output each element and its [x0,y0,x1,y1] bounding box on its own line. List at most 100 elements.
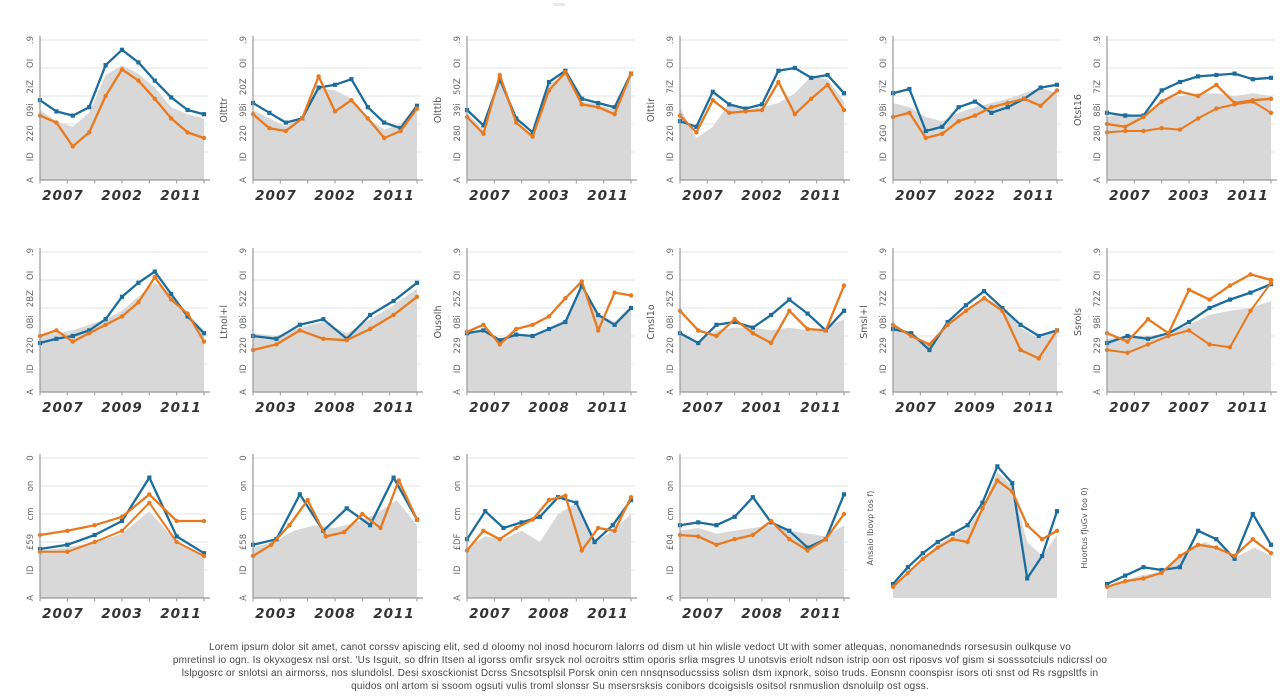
blue-marker [965,523,970,528]
orange-marker [1141,576,1146,581]
blue-marker [980,500,985,505]
orange-marker [1248,308,1253,313]
orange-marker [1177,553,1183,559]
y-tick-label: ID [453,364,463,374]
orange-marker [1177,127,1183,132]
x-tick-label: 2002 [314,188,356,204]
blue-marker [1227,297,1233,302]
blue-marker [519,520,524,525]
blue-marker [940,124,945,129]
blue-marker [935,539,940,545]
orange-marker [54,120,59,125]
blue-marker [727,102,732,107]
orange-marker [87,130,92,135]
y-tick-label: 25Z [666,290,676,307]
blue-marker [398,126,403,131]
orange-marker [768,340,774,346]
y-tick-label: 0Bi [453,315,463,329]
orange-marker [1125,350,1130,355]
chart-title-vertical: Ansaio Ibovp tos f) [866,491,875,566]
x-tick-label: 2011 [1013,400,1055,416]
blue-marker [927,347,932,353]
y-tick-label: ID [666,152,676,162]
orange-marker [1159,570,1164,575]
orange-marker [1036,356,1041,361]
y-tick-label: A [1093,177,1103,183]
blue-marker [87,105,92,110]
orange-marker [981,296,987,301]
blue-marker [750,495,755,500]
blue-marker [1250,511,1255,517]
y-tick-label: 09i [26,103,36,116]
blue-marker [1159,88,1164,93]
blue-marker [274,336,279,341]
y-tick-label: 220 [666,125,676,141]
blue-marker [174,534,179,539]
blue-marker [1141,565,1146,570]
area-series [467,502,631,598]
orange-marker [269,542,274,547]
blue-marker [537,514,542,519]
blue-marker [776,68,781,73]
orange-marker [1123,579,1128,584]
blue-marker [909,331,914,336]
orange-marker [497,537,502,542]
y-tick-label: ID [666,565,676,575]
orange-marker [1104,584,1110,589]
figure-caption: Lorem ipsum dolor sit amet, canot corssv… [140,641,1140,693]
orange-marker [841,511,847,517]
x-tick-label: 2007 [682,188,724,204]
chart-svg-r3c1: 2007 2003 2011 A ID £59 cm on 0 [26,454,210,622]
blue-marker [530,130,535,135]
blue-marker [1214,72,1219,78]
y-tick-label: ID [879,152,889,162]
orange-marker [612,112,617,117]
y-tick-label: .9 [453,36,463,44]
blue-marker [481,123,486,128]
orange-marker [1054,528,1060,533]
orange-marker [1227,283,1233,288]
y-tick-label: ID [26,152,36,162]
orange-marker [92,539,97,545]
orange-marker [1141,114,1146,120]
blue-marker [119,294,125,299]
x-tick-label: 2003 [255,400,297,416]
chart-r1c3: 2007 2003 2011 A ID 280 39i 50Z OI .9 Olttlb [427,30,640,228]
blue-marker [1039,553,1045,559]
y-tick-label: 229 [879,337,889,353]
y-tick-label: 8Bi [1093,103,1103,117]
orange-marker [414,106,420,111]
orange-marker [365,116,370,121]
blue-marker [70,333,75,339]
orange-marker [1005,100,1010,106]
orange-marker [1214,545,1219,550]
y-tick-label: A [453,595,463,601]
orange-marker [890,584,896,589]
area-series [893,296,1057,392]
orange-marker [70,339,76,344]
x-tick-label: 2007 [895,188,937,204]
blue-marker [1104,581,1110,587]
y-tick-label: A [26,389,36,395]
orange-marker [823,537,828,542]
blue-marker [612,322,617,327]
blue-marker [1248,290,1253,295]
orange-marker [546,314,552,319]
orange-marker [391,312,396,318]
orange-marker [514,326,519,332]
orange-marker [805,548,810,553]
caption-line: Lorem ipsum dolor sit amet, canot corssv… [209,642,1071,653]
orange-marker [174,518,179,524]
orange-marker [201,339,207,344]
blue-marker [483,509,488,514]
y-tick-label: OI [453,59,463,68]
x-tick-label: 2011 [160,188,202,204]
chart-title-vertical: Otst16 [1073,94,1084,126]
blue-marker [1025,576,1030,581]
orange-marker [563,493,568,498]
orange-marker [1250,99,1255,104]
x-tick-label: 2007 [682,400,724,416]
orange-marker [628,495,634,500]
orange-marker [70,144,76,149]
orange-marker [185,311,190,316]
